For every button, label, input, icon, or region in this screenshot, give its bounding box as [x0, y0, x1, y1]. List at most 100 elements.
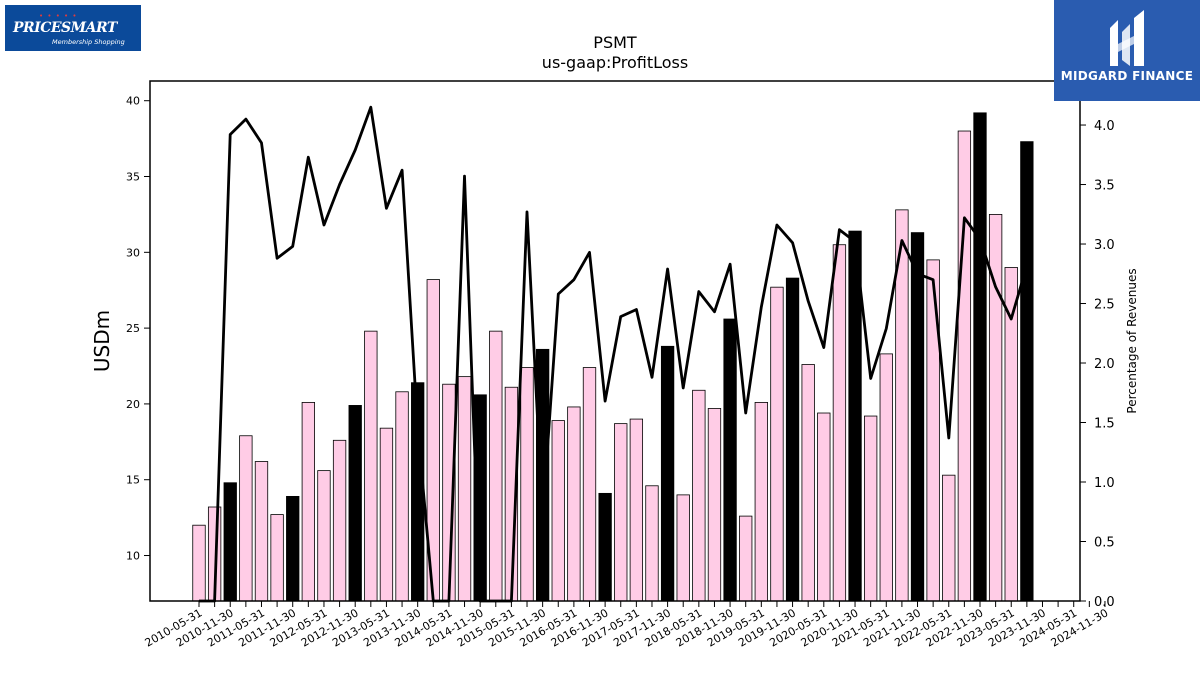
bar [520, 367, 534, 602]
bar [301, 401, 315, 602]
line-point [619, 315, 622, 318]
line-point [823, 346, 825, 349]
bar [629, 418, 644, 602]
line-point [744, 412, 747, 414]
y-tick-label: 10 [126, 550, 140, 563]
line-point [916, 272, 919, 275]
bar [395, 391, 409, 602]
line-point [979, 238, 981, 241]
y2-tick-label: 1.5 [1094, 417, 1115, 432]
line-point [901, 239, 903, 242]
bar [660, 345, 675, 602]
bar [676, 494, 690, 602]
bar [723, 318, 737, 602]
line-point [698, 290, 700, 293]
line-point [541, 516, 544, 519]
line-point [791, 242, 794, 244]
y-tick-label: 40 [126, 95, 140, 108]
line-point [604, 400, 606, 402]
bar [551, 420, 565, 602]
line-point [729, 263, 731, 266]
line-point [713, 311, 716, 313]
plot-frame [149, 80, 1081, 602]
bar [192, 524, 206, 602]
bar [348, 405, 362, 602]
line-point [323, 224, 325, 226]
line-path [199, 105, 1029, 603]
y2-tick-label: 0.0 [1094, 595, 1115, 610]
chart-subtitle: us-gaap:ProfitLoss [542, 53, 688, 72]
bar-series [192, 112, 1034, 602]
bar [832, 244, 847, 602]
chart-title: PSMT [593, 33, 637, 52]
logo-brand: PRICESMART [13, 20, 117, 36]
line-point [651, 376, 653, 379]
line-point [260, 142, 263, 144]
right-axis: 0.0 0.5 1.0 1.5 2.0 2.5 3.0 3.5 4.0 [1080, 119, 1115, 610]
line-series [198, 105, 1029, 603]
bar [785, 277, 800, 602]
bar [1020, 141, 1034, 602]
y2-tick-label: 2.0 [1094, 357, 1115, 372]
bar [957, 130, 972, 602]
bar [614, 423, 628, 602]
y2-tick-label: 3.0 [1094, 238, 1115, 253]
y-tick-label: 20 [126, 398, 140, 411]
line-point [994, 286, 997, 288]
y2-tick-label: 4.0 [1094, 119, 1115, 134]
bar [332, 439, 347, 602]
line-point [963, 217, 966, 219]
line-point [307, 156, 310, 158]
bar [707, 408, 722, 602]
bar [223, 482, 237, 602]
y-tick-label: 15 [126, 474, 140, 487]
line-point [760, 306, 763, 308]
line-point [838, 228, 841, 231]
line-point [885, 327, 888, 330]
bar [879, 353, 893, 602]
y-tick-label: 25 [126, 322, 140, 335]
bar [739, 515, 753, 602]
line-point [869, 377, 872, 380]
y2-tick-label: 3.5 [1094, 179, 1115, 194]
logo-tagline: Membership Shopping [52, 38, 125, 46]
bar [770, 286, 784, 602]
bar [817, 412, 831, 602]
bar [457, 376, 472, 602]
line-point [276, 257, 278, 260]
line-point [416, 427, 419, 430]
line-point [401, 169, 403, 172]
line-point [588, 251, 591, 254]
line-point [526, 211, 528, 213]
logo-dots-icon: • • • • • [39, 12, 78, 20]
y2-tick-label: 0.5 [1094, 536, 1115, 551]
line-point [854, 240, 856, 243]
line-point [463, 175, 466, 177]
bar [692, 389, 706, 602]
line-point [1010, 318, 1013, 320]
bar [270, 514, 284, 602]
line-point [557, 293, 560, 295]
line-point [776, 224, 778, 226]
bar [598, 492, 612, 602]
bar [582, 367, 597, 602]
y2-tick-label: 1.0 [1094, 476, 1115, 491]
bar [535, 348, 550, 602]
line-point [291, 245, 294, 248]
line-point [229, 133, 232, 136]
y2-tick-label: 2.5 [1094, 298, 1115, 313]
bar [379, 427, 394, 602]
line-point [385, 207, 388, 210]
bar [364, 330, 378, 602]
line-point [682, 387, 685, 389]
left-axis: 10 15 20 25 30 35 40 [126, 95, 150, 563]
y-tick-label: 30 [126, 246, 140, 259]
bar [489, 330, 503, 602]
line-point [1026, 264, 1028, 267]
line-point [807, 300, 809, 302]
x-axis: 2010-05-312010-11-302011-05-312011-11-30… [143, 601, 1110, 650]
line-point [573, 278, 575, 281]
bar [317, 470, 331, 602]
bar [973, 112, 987, 602]
